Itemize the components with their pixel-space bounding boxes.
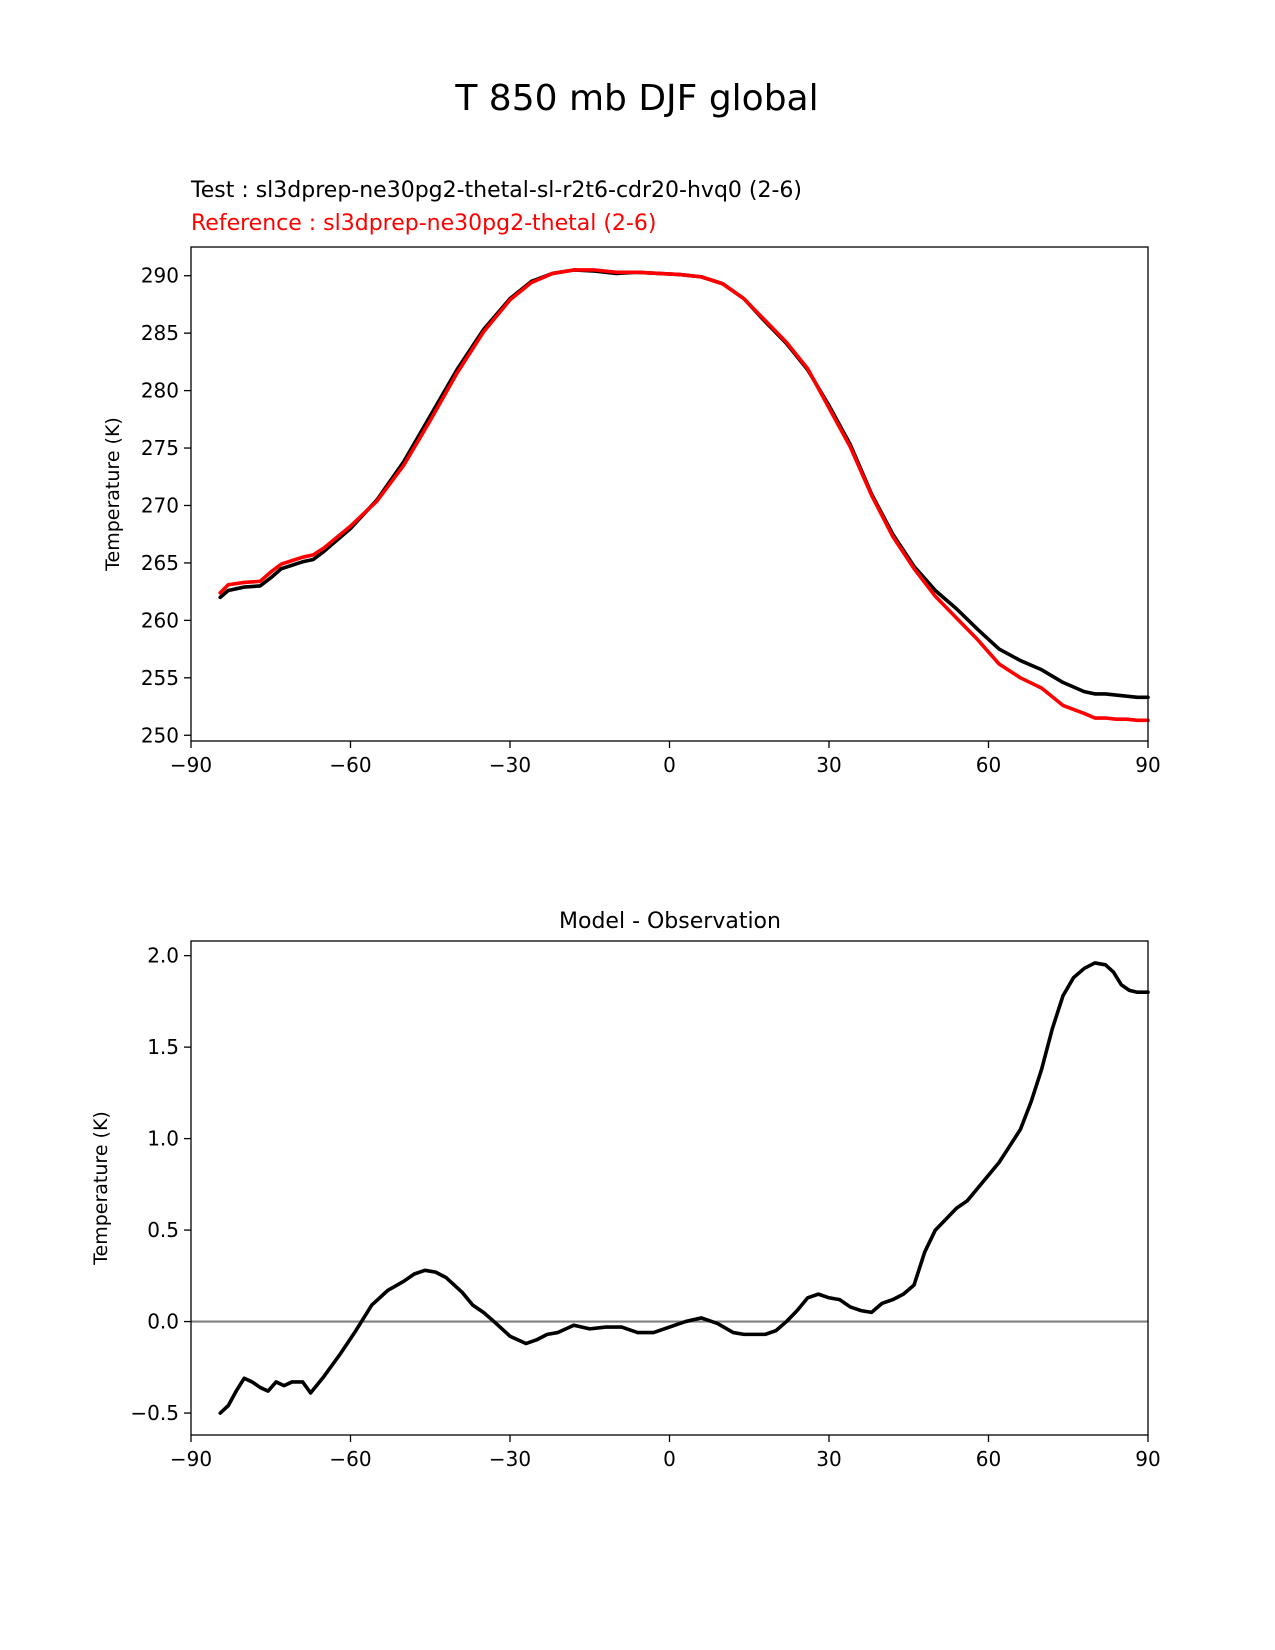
y-tick-label: 285: [141, 321, 179, 345]
y-tick-label: 0.0: [147, 1310, 179, 1334]
y-axis-label: Temperature (K): [90, 1111, 112, 1266]
x-tick-label: 90: [1135, 1447, 1160, 1471]
y-tick-label: 250: [141, 723, 179, 747]
x-tick-label: −30: [489, 1447, 531, 1471]
x-tick-label: −60: [329, 1447, 371, 1471]
y-tick-label: 260: [141, 608, 179, 632]
test-legend-label: Test : sl3dprep-ne30pg2-thetal-sl-r2t6-c…: [190, 178, 802, 203]
y-tick-label: 255: [141, 666, 179, 690]
figure-title: T 850 mb DJF global: [454, 78, 818, 119]
bottom-plot-title: Model - Observation: [559, 909, 781, 934]
y-tick-label: 0.5: [147, 1218, 179, 1242]
y-axis-label: Temperature (K): [102, 417, 124, 572]
x-tick-label: 60: [976, 1447, 1001, 1471]
y-tick-label: 275: [141, 436, 179, 460]
x-tick-label: −90: [170, 1447, 212, 1471]
y-tick-label: 290: [141, 264, 179, 288]
y-tick-label: 1.0: [147, 1127, 179, 1151]
x-tick-label: 0: [663, 753, 676, 777]
series-line-model-observation: [218, 961, 1150, 1415]
series-line-reference: [218, 268, 1150, 723]
y-tick-label: 270: [141, 493, 179, 517]
y-tick-label: 280: [141, 379, 179, 403]
x-tick-label: 30: [816, 753, 841, 777]
x-tick-label: −90: [170, 753, 212, 777]
x-tick-label: −60: [329, 753, 371, 777]
series-line-test: [218, 268, 1150, 700]
x-tick-label: 0: [663, 1447, 676, 1471]
x-tick-label: 30: [816, 1447, 841, 1471]
y-tick-label: 1.5: [147, 1035, 179, 1059]
y-tick-label: −0.5: [130, 1401, 179, 1425]
x-tick-label: 60: [976, 753, 1001, 777]
x-tick-label: −30: [489, 753, 531, 777]
y-tick-label: 265: [141, 551, 179, 575]
top-plot: −90 −60 −30 0 30 60 90 250 255 260 265 270 275 280 285…: [102, 246, 1161, 777]
y-tick-label: 2.0: [147, 944, 179, 968]
x-tick-label: 90: [1135, 753, 1160, 777]
reference-legend-label: Reference : sl3dprep-ne30pg2-thetal (2-6…: [191, 211, 656, 236]
bottom-plot: −90 −60 −30 0 30 60 90 −0.5 0.0 0.5 1.0 1.5 2.0 Tempe…: [90, 940, 1161, 1471]
